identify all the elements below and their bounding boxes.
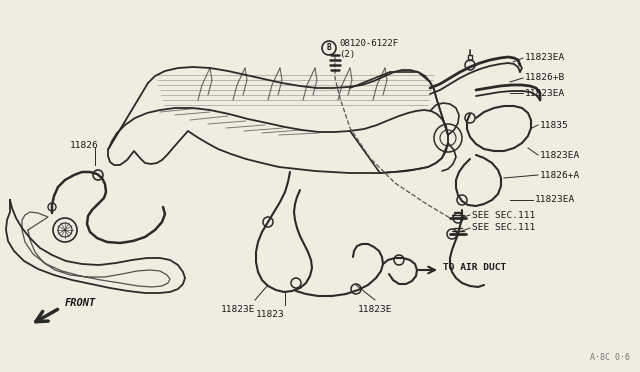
Text: 11823E: 11823E xyxy=(221,305,255,314)
Text: 11835: 11835 xyxy=(540,121,569,129)
Text: 08120-6122F: 08120-6122F xyxy=(339,38,398,48)
Text: (2): (2) xyxy=(339,51,355,60)
Text: 11823EA: 11823EA xyxy=(525,89,565,97)
Text: 11826: 11826 xyxy=(70,141,99,150)
Text: 11823: 11823 xyxy=(255,310,284,319)
Text: SEE SEC.111: SEE SEC.111 xyxy=(472,211,535,219)
Text: TO AIR DUCT: TO AIR DUCT xyxy=(443,263,506,272)
Text: 11823EA: 11823EA xyxy=(540,151,580,160)
Text: SEE SEC.111: SEE SEC.111 xyxy=(472,224,535,232)
Text: 11823EA: 11823EA xyxy=(535,196,575,205)
Text: FRONT: FRONT xyxy=(65,298,96,308)
Text: 11826+A: 11826+A xyxy=(540,170,580,180)
Text: 11823EA: 11823EA xyxy=(525,54,565,62)
Text: 11823E: 11823E xyxy=(358,305,392,314)
Text: B: B xyxy=(326,44,332,52)
Text: A·8C 0·6: A·8C 0·6 xyxy=(590,353,630,362)
Text: 11826+B: 11826+B xyxy=(525,74,565,83)
